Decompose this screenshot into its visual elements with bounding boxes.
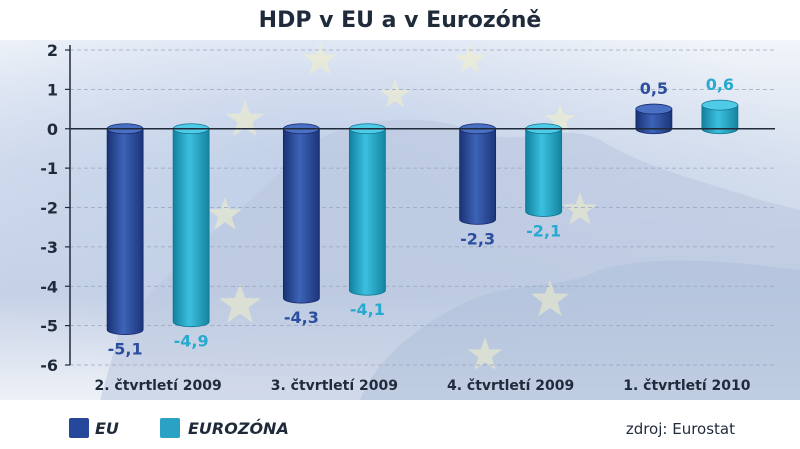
legend-swatch-eu	[69, 418, 89, 438]
x-category-label: 1. čtvrtletí 2010	[623, 378, 751, 394]
bar-cap	[701, 99, 739, 111]
bar-cap	[635, 103, 673, 115]
data-label-eurozona-4: 0,6	[706, 75, 734, 94]
legend-swatch-eurozona	[160, 418, 180, 438]
bar-eu-1	[106, 123, 144, 335]
decor-star	[226, 100, 264, 137]
decor-star	[219, 283, 261, 323]
y-tick-label: -6	[40, 356, 58, 375]
decor-star	[454, 44, 486, 73]
legend-label-eurozona: EUROZÓNA	[188, 419, 289, 438]
y-tick-label: -5	[40, 317, 58, 336]
data-label-eu-1: -5,1	[108, 340, 143, 359]
decor-star	[467, 337, 503, 370]
x-category-label: 4. čtvrtletí 2009	[447, 378, 574, 394]
eu-stars-decoration	[207, 42, 598, 370]
x-category-label: 3. čtvrtletí 2009	[271, 378, 398, 394]
bar-eu-4	[635, 103, 673, 135]
bar-eurozona-3	[525, 123, 563, 217]
source-note: zdroj: Eurostat	[626, 420, 735, 438]
chart-title: HDP v EU a v Eurozóně	[259, 8, 542, 33]
data-label-eurozona-3: -2,1	[526, 221, 561, 240]
background-decoration	[0, 40, 800, 400]
y-tick-label: -3	[40, 238, 58, 257]
decor-star	[544, 104, 576, 133]
legend: EU EUROZÓNA	[69, 418, 289, 438]
bar-body	[282, 128, 320, 304]
data-label-eurozona-2: -4,1	[350, 300, 385, 319]
bar-body	[459, 128, 497, 225]
y-tick-label: -1	[40, 159, 58, 178]
y-axis: 2 1 0 -1 -2 -3 -4 -5 -6	[40, 41, 71, 375]
data-label-eu-3: -2,3	[460, 229, 495, 248]
y-tick-label: -4	[40, 277, 58, 296]
bar-body	[348, 128, 386, 296]
y-tick-label: 1	[47, 80, 58, 99]
decor-star	[302, 42, 338, 75]
decor-star	[379, 79, 411, 108]
legend-label-eu: EU	[95, 419, 119, 438]
decor-star	[562, 192, 598, 225]
data-labels: -5,1 -4,9 -4,3 -4,1 -2,3 -2,1 0,5 0,6	[108, 75, 734, 358]
bar-eurozona-1	[172, 123, 210, 328]
y-tick-label: 0	[47, 120, 58, 139]
bar-eu-3	[459, 123, 497, 225]
x-category-label: 2. čtvrtletí 2009	[94, 378, 221, 394]
decor-star	[531, 280, 569, 317]
bar-body	[525, 128, 563, 217]
y-tick-label: 2	[47, 41, 58, 60]
x-axis-categories: 2. čtvrtletí 2009 3. čtvrtletí 2009 4. čtv…	[94, 378, 750, 394]
y-tick-label: -2	[40, 199, 58, 218]
bar-eurozona-4	[701, 99, 739, 135]
bars	[106, 99, 739, 335]
bar-body	[172, 128, 210, 328]
bar-body	[106, 128, 144, 335]
decor-star	[207, 197, 243, 230]
bar-eurozona-2	[348, 123, 386, 296]
bar-eu-2	[282, 123, 320, 304]
data-label-eu-4: 0,5	[640, 79, 668, 98]
data-label-eu-2: -4,3	[284, 308, 319, 327]
data-label-eurozona-1: -4,9	[174, 332, 209, 351]
